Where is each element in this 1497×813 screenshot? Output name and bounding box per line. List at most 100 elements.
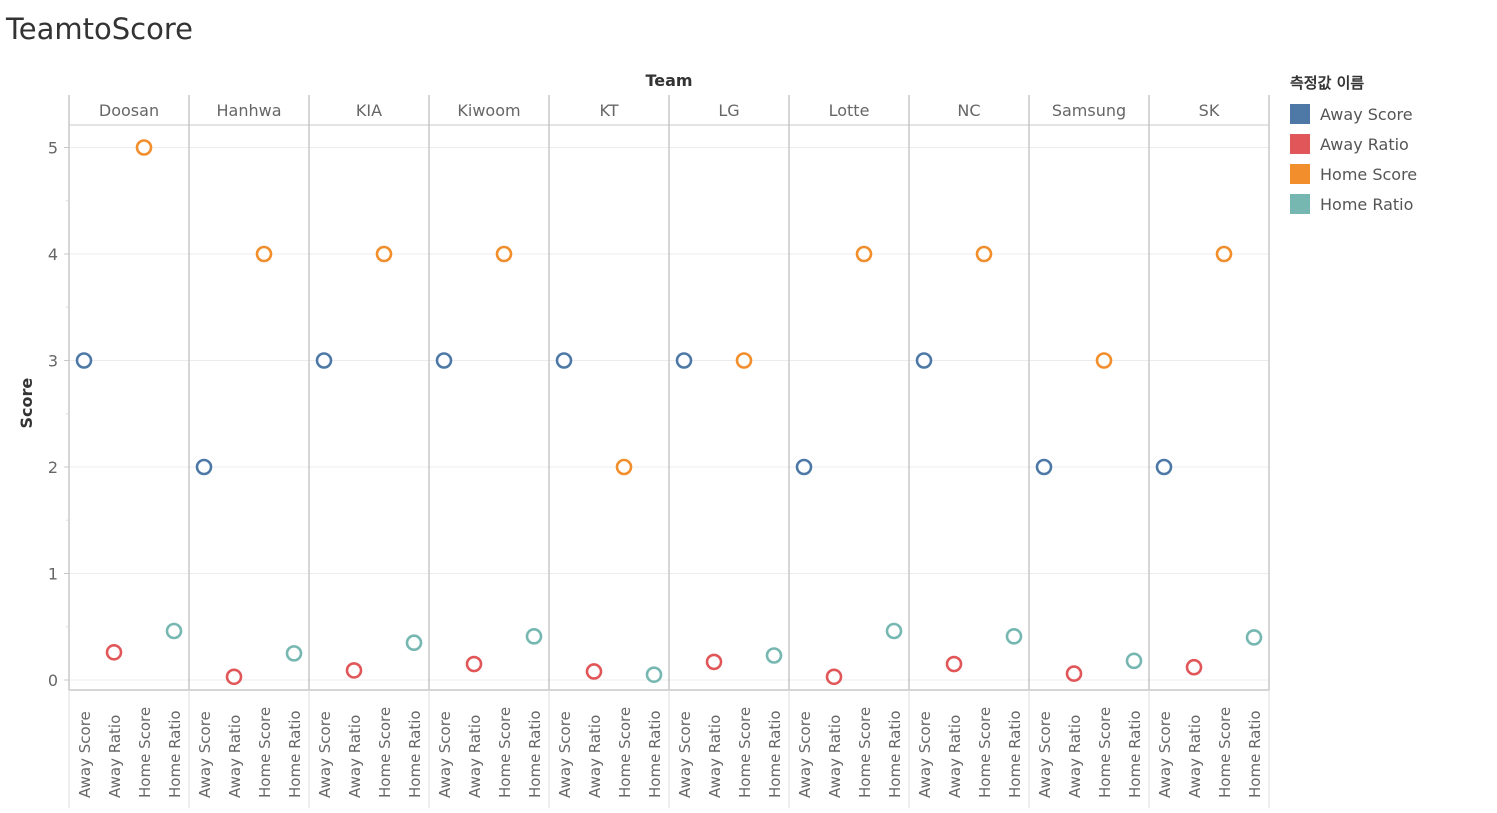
y-tick-label: 3 bbox=[48, 352, 58, 371]
legend-item-home-ratio[interactable]: Home Ratio bbox=[1290, 189, 1417, 219]
x-tick-label: Home Ratio bbox=[646, 710, 664, 798]
point-away-score-lg[interactable] bbox=[675, 352, 693, 369]
point-away-ratio-kia[interactable] bbox=[345, 662, 363, 679]
x-tick-label: Away Score bbox=[1156, 711, 1174, 798]
point-away-ratio-sk[interactable] bbox=[1185, 658, 1203, 676]
x-tick-label: Home Ratio bbox=[1246, 710, 1264, 798]
legend-swatch bbox=[1290, 194, 1310, 214]
point-home-score-kiwoom[interactable] bbox=[495, 245, 513, 263]
point-away-score-kt[interactable] bbox=[555, 352, 573, 369]
point-home-ratio-sk[interactable] bbox=[1245, 629, 1263, 646]
x-tick-label: Home Score bbox=[1216, 707, 1234, 798]
legend-item-home-score[interactable]: Home Score bbox=[1290, 159, 1417, 189]
point-home-ratio-hanhwa[interactable] bbox=[285, 645, 303, 662]
point-away-score-hanhwa[interactable] bbox=[195, 458, 213, 476]
point-home-ratio-lg[interactable] bbox=[765, 647, 783, 664]
point-away-score-kiwoom[interactable] bbox=[435, 352, 453, 369]
y-axis-title: Score bbox=[17, 378, 36, 429]
x-tick-label: Home Score bbox=[1096, 707, 1114, 798]
x-tick-label: Away Ratio bbox=[1066, 715, 1084, 798]
x-tick-label: Away Ratio bbox=[466, 715, 484, 798]
point-away-ratio-lg[interactable] bbox=[705, 653, 723, 671]
legend: 측정값 이름 Away Score Away Ratio Home Score Hom… bbox=[1290, 72, 1417, 219]
legend-label: Home Score bbox=[1320, 164, 1418, 184]
point-home-score-sk[interactable] bbox=[1215, 245, 1233, 263]
point-home-score-kt[interactable] bbox=[615, 458, 633, 476]
x-tick-label: Home Ratio bbox=[406, 710, 424, 798]
x-tick-label: Home Score bbox=[496, 707, 514, 798]
point-home-ratio-kiwoom[interactable] bbox=[525, 628, 543, 645]
point-away-score-nc[interactable] bbox=[915, 352, 933, 369]
x-tick-label: Home Ratio bbox=[286, 710, 304, 798]
x-tick-label: Away Score bbox=[676, 711, 694, 798]
point-away-ratio-kt[interactable] bbox=[585, 663, 603, 680]
point-away-ratio-hanhwa[interactable] bbox=[225, 668, 243, 686]
x-tick-label: Away Ratio bbox=[106, 715, 124, 798]
y-tick-label: 1 bbox=[48, 565, 58, 584]
point-away-ratio-lotte[interactable] bbox=[825, 668, 843, 686]
legend-label: Away Score bbox=[1320, 104, 1413, 124]
pane-frame bbox=[68, 95, 1270, 808]
x-tick-label: Away Score bbox=[436, 711, 454, 798]
team-header-kiwoom: Kiwoom bbox=[457, 101, 520, 120]
x-tick-label: Away Score bbox=[1036, 711, 1054, 798]
x-tick-label: Away Ratio bbox=[226, 715, 244, 798]
point-home-score-lg[interactable] bbox=[735, 352, 753, 369]
chart-title: TeamtoScore bbox=[6, 12, 193, 46]
point-away-ratio-kiwoom[interactable] bbox=[465, 655, 483, 673]
x-tick-label: Home Ratio bbox=[526, 710, 544, 798]
point-away-score-kia[interactable] bbox=[315, 352, 333, 369]
point-away-ratio-samsung[interactable] bbox=[1065, 665, 1083, 682]
point-home-ratio-kia[interactable] bbox=[405, 634, 423, 652]
point-home-score-samsung[interactable] bbox=[1095, 352, 1113, 369]
x-tick-label: Away Ratio bbox=[706, 715, 724, 798]
x-tick-label: Home Ratio bbox=[766, 710, 784, 798]
point-home-score-nc[interactable] bbox=[975, 245, 993, 263]
team-header-hanhwa: Hanhwa bbox=[216, 101, 281, 120]
point-away-ratio-nc[interactable] bbox=[945, 655, 963, 673]
x-tick-label: Home Score bbox=[856, 707, 874, 798]
x-tick-label: Away Ratio bbox=[586, 715, 604, 798]
team-headers: Team Doosan Hanhwa KIA Kiwoom KT LG Lotte NC Sams… bbox=[99, 71, 1220, 120]
point-away-score-samsung[interactable] bbox=[1035, 458, 1053, 476]
y-axis: 0 1 2 3 4 5 Score bbox=[17, 139, 69, 690]
x-tick-label: Away Ratio bbox=[346, 715, 364, 798]
legend-label: Away Ratio bbox=[1320, 134, 1409, 154]
legend-item-away-score[interactable]: Away Score bbox=[1290, 99, 1417, 129]
x-tick-label: Home Score bbox=[736, 707, 754, 798]
x-tick-label: Away Ratio bbox=[946, 715, 964, 798]
x-tick-label: Away Score bbox=[76, 711, 94, 798]
point-home-ratio-nc[interactable] bbox=[1005, 628, 1023, 645]
point-home-ratio-lotte[interactable] bbox=[885, 622, 903, 640]
y-tick-label: 0 bbox=[48, 671, 58, 690]
point-home-ratio-doosan[interactable] bbox=[165, 622, 183, 640]
team-header-sk: SK bbox=[1199, 101, 1220, 120]
data-marks bbox=[75, 139, 1263, 686]
point-home-score-kia[interactable] bbox=[375, 245, 393, 263]
point-home-ratio-samsung[interactable] bbox=[1125, 652, 1143, 670]
legend-item-away-ratio[interactable]: Away Ratio bbox=[1290, 129, 1417, 159]
legend-swatch bbox=[1290, 164, 1310, 184]
x-tick-label: Away Ratio bbox=[1186, 715, 1204, 798]
x-tick-label: Home Score bbox=[256, 707, 274, 798]
point-away-score-lotte[interactable] bbox=[795, 458, 813, 476]
legend-swatch bbox=[1290, 134, 1310, 154]
x-tick-label: Home Ratio bbox=[166, 710, 184, 798]
point-away-score-sk[interactable] bbox=[1155, 458, 1173, 476]
team-header-doosan: Doosan bbox=[99, 101, 159, 120]
x-tick-label: Home Score bbox=[976, 707, 994, 798]
point-home-score-lotte[interactable] bbox=[855, 245, 873, 263]
x-tick-label: Home Score bbox=[616, 707, 634, 798]
point-home-score-doosan[interactable] bbox=[135, 139, 153, 156]
point-home-ratio-kt[interactable] bbox=[645, 666, 663, 683]
x-tick-label: Home Score bbox=[376, 707, 394, 798]
legend-items: Away Score Away Ratio Home Score Home Ratio bbox=[1290, 99, 1417, 219]
point-home-score-hanhwa[interactable] bbox=[255, 245, 273, 263]
y-tick-label: 4 bbox=[48, 245, 58, 264]
point-away-ratio-doosan[interactable] bbox=[105, 644, 123, 661]
x-tick-label: Home Ratio bbox=[1006, 710, 1024, 798]
x-tick-label: Away Score bbox=[796, 711, 814, 798]
team-header-kia: KIA bbox=[356, 101, 382, 120]
point-away-score-doosan[interactable] bbox=[75, 352, 93, 369]
legend-title: 측정값 이름 bbox=[1290, 74, 1365, 92]
